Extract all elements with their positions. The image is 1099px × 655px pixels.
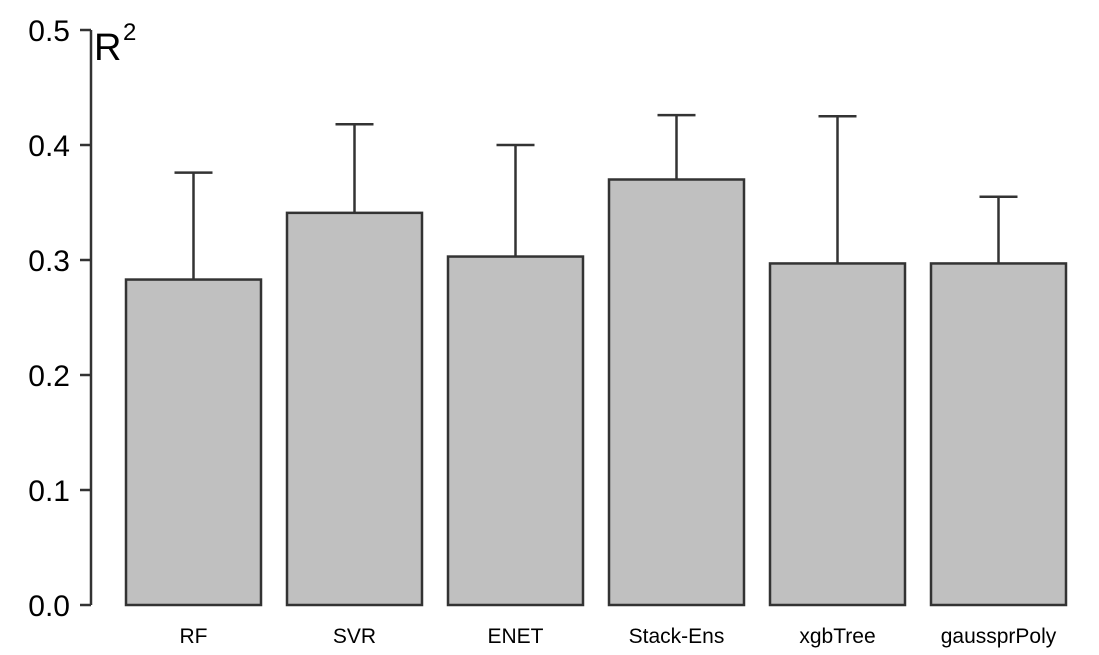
bar-rf [124, 278, 263, 607]
bar-gaussprpoly [929, 262, 1068, 607]
bar-enet [446, 255, 585, 607]
x-tick-label-svr: SVR [333, 625, 376, 648]
y-tick-label-1: 0.1 [28, 475, 70, 508]
y-ticks: 0.0 0.1 0.2 0.3 0.4 0.5 [28, 15, 91, 623]
bar-xgbtree [768, 262, 907, 607]
y-tick-label-0: 0.0 [28, 590, 70, 623]
x-tick-label-xgbtree: xgbTree [799, 625, 875, 648]
y-tick-label-5: 0.5 [28, 15, 70, 48]
bar-stack-ens [607, 178, 746, 607]
error-bar-xgbtree [818, 115, 857, 264]
x-tick-label-rf: RF [180, 625, 208, 648]
error-bar-rf [174, 171, 213, 280]
error-bar-svr [335, 123, 374, 213]
error-bar-enet [496, 143, 535, 257]
x-tick-label-stack-ens: Stack-Ens [629, 625, 725, 648]
y-axis-label: R 2 [94, 19, 136, 69]
y-axis-label-superscript: 2 [123, 19, 136, 46]
error-bar-stack-ens [657, 113, 696, 180]
bar-svr [285, 211, 424, 607]
y-tick-label-3: 0.3 [28, 245, 70, 278]
y-axis-label-text: R [94, 27, 121, 69]
y-tick-label-4: 0.4 [28, 130, 70, 163]
y-tick-label-2: 0.2 [28, 360, 70, 393]
error-bars [174, 113, 1018, 280]
error-bar-gaussprpoly [979, 195, 1018, 264]
x-tick-label-gaussprpoly: gaussprPoly [941, 625, 1057, 648]
y-axis: 0.0 0.1 0.2 0.3 0.4 0.5 [28, 15, 93, 623]
bars [124, 178, 1068, 607]
x-tick-label-enet: ENET [487, 625, 543, 648]
x-tick-labels: RF SVR ENET Stack-Ens xgbTree gaussprPoly [180, 625, 1057, 648]
